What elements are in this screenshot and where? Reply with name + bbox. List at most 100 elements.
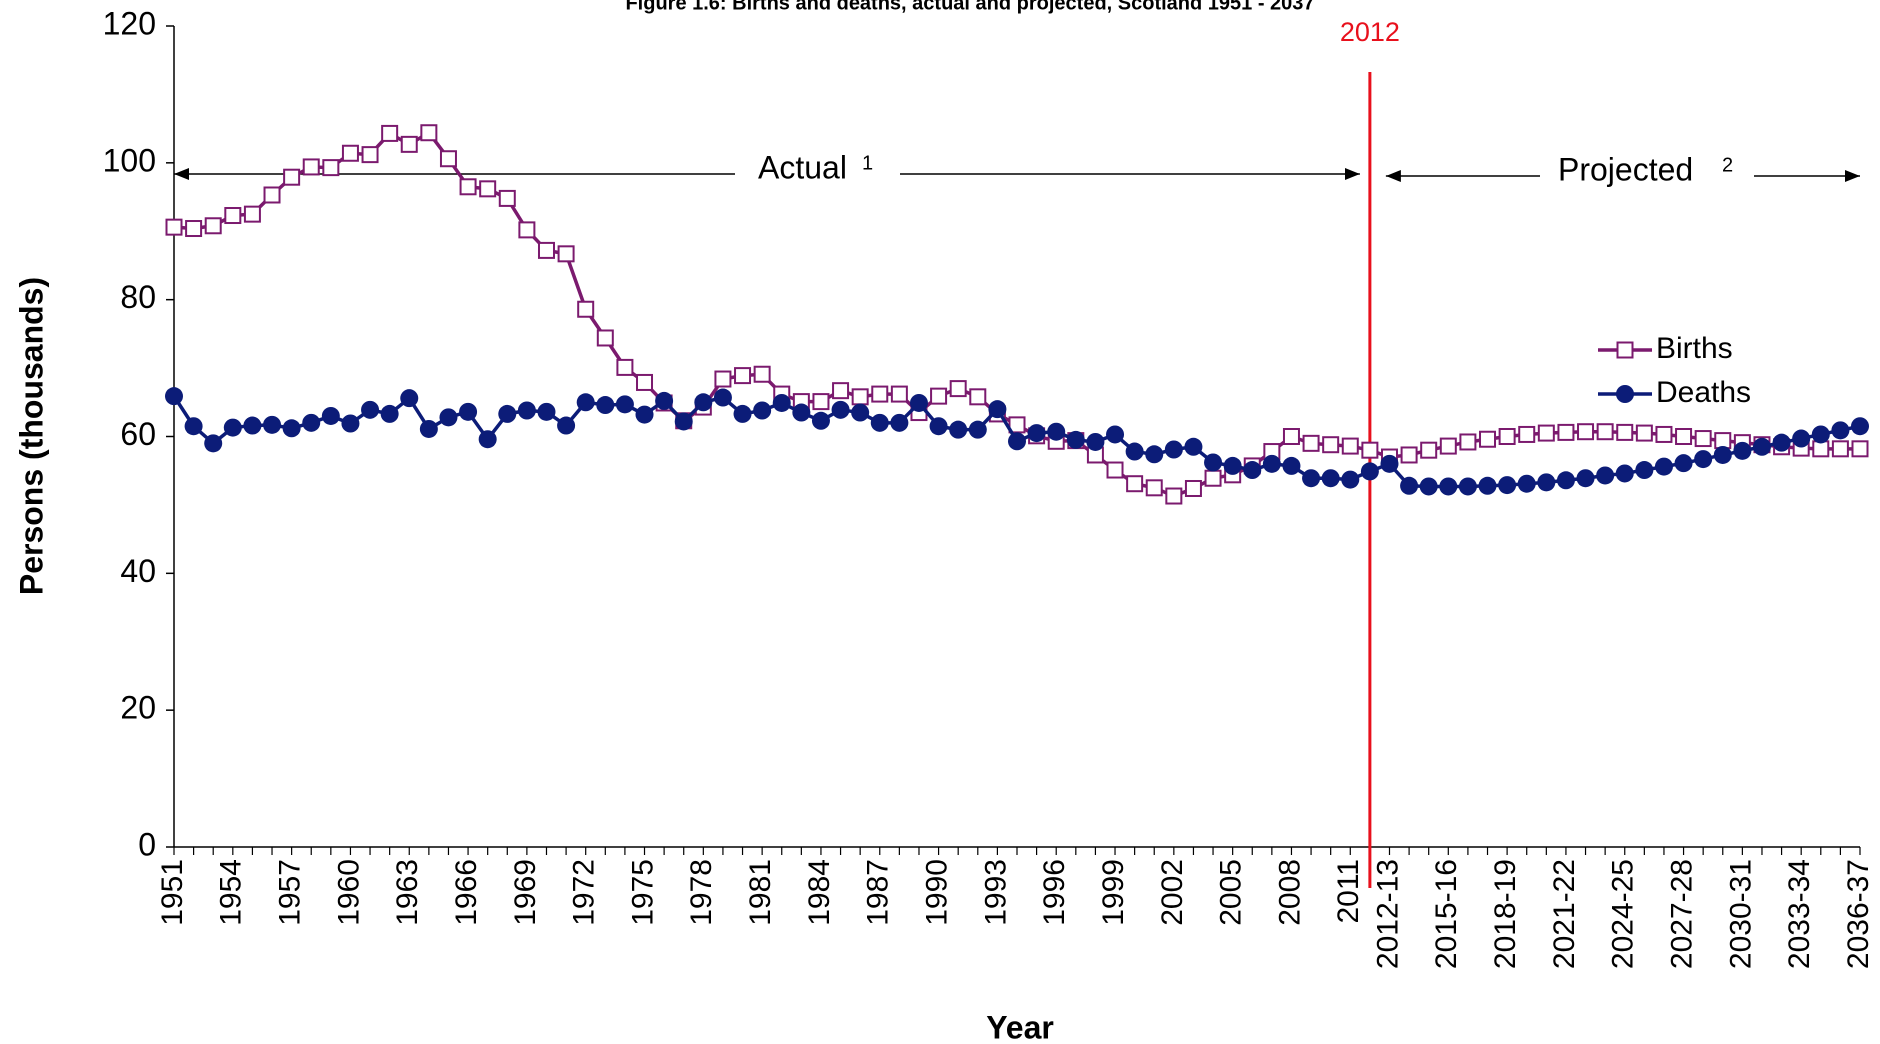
- legend-label: Deaths: [1656, 376, 1751, 409]
- x-tick-label: 2036-37: [1842, 859, 1875, 969]
- data-point: [263, 415, 282, 434]
- data-point: [733, 404, 752, 423]
- data-point: [361, 400, 380, 419]
- data-point: [674, 412, 693, 431]
- data-point: [1654, 457, 1673, 476]
- data-point: [792, 403, 811, 422]
- y-tick-label: 100: [103, 142, 156, 178]
- data-point: [1439, 477, 1458, 496]
- data-point: [224, 207, 242, 225]
- x-tick-label: 2002: [1156, 859, 1189, 926]
- actual-label: Actual: [758, 149, 847, 185]
- data-point: [321, 406, 340, 425]
- data-point: [557, 416, 576, 435]
- data-point: [909, 393, 928, 412]
- data-point: [1243, 461, 1262, 480]
- legend-marker: [1616, 341, 1634, 359]
- x-tick-label: 2021-22: [1548, 859, 1581, 969]
- data-point: [812, 393, 830, 411]
- data-point: [1812, 440, 1830, 458]
- y-tick-label: 20: [120, 690, 156, 726]
- data-point: [1302, 469, 1321, 488]
- x-tick-label: 2033-34: [1783, 859, 1816, 969]
- data-point: [322, 159, 340, 177]
- x-tick-label: 2011: [1332, 859, 1365, 924]
- x-tick-label: 2018-19: [1489, 859, 1522, 969]
- data-point: [1047, 422, 1066, 441]
- data-point: [871, 385, 889, 403]
- data-point: [890, 413, 909, 432]
- data-point: [478, 430, 497, 449]
- x-tick-label: 2012-13: [1371, 859, 1404, 969]
- data-point: [832, 382, 850, 400]
- x-tick-label: 2008: [1273, 859, 1306, 926]
- data-point: [1321, 469, 1340, 488]
- data-point: [1655, 425, 1673, 443]
- data-point: [420, 124, 438, 142]
- data-point: [734, 367, 752, 385]
- data-point: [596, 396, 615, 415]
- data-point: [479, 180, 497, 198]
- data-point: [694, 393, 713, 412]
- data-point: [361, 146, 379, 164]
- data-point: [1184, 437, 1203, 456]
- y-tick-label: 120: [103, 5, 156, 41]
- data-point: [498, 189, 516, 207]
- data-point: [949, 380, 967, 398]
- data-point: [851, 403, 870, 422]
- data-point: [1811, 425, 1830, 444]
- data-point: [1576, 469, 1595, 488]
- y-tick-label: 40: [120, 553, 156, 589]
- data-point: [1479, 430, 1497, 448]
- data-point: [1831, 440, 1849, 458]
- data-point: [1439, 437, 1457, 455]
- x-tick-label: 1987: [862, 859, 895, 926]
- data-point: [636, 373, 654, 391]
- data-point: [1635, 424, 1653, 442]
- data-point: [1361, 441, 1379, 459]
- data-point: [615, 395, 634, 414]
- x-tick-label: 1981: [744, 859, 777, 926]
- data-point: [949, 420, 968, 439]
- data-point: [243, 205, 261, 223]
- data-point: [518, 221, 536, 239]
- data-point: [204, 434, 223, 453]
- data-point: [1400, 446, 1418, 464]
- data-point: [890, 385, 908, 403]
- data-point: [930, 387, 948, 405]
- data-point: [1596, 466, 1615, 485]
- data-point: [968, 420, 987, 439]
- data-point: [517, 401, 536, 420]
- data-point: [1360, 462, 1379, 481]
- data-point: [655, 391, 674, 410]
- data-point: [1204, 453, 1223, 472]
- x-axis-label: Year: [986, 1009, 1054, 1044]
- y-tick-label: 80: [120, 279, 156, 315]
- data-point: [165, 218, 183, 236]
- data-point: [419, 419, 438, 438]
- data-point: [1341, 470, 1360, 489]
- data-point: [1517, 474, 1536, 493]
- data-point: [1008, 432, 1026, 451]
- data-point: [1675, 428, 1693, 445]
- x-tick-label: 2005: [1215, 859, 1248, 926]
- x-tick-label: 1978: [685, 859, 718, 926]
- data-point: [1341, 437, 1359, 455]
- data-point: [1282, 456, 1301, 475]
- x-tick-label: 1957: [274, 859, 307, 926]
- data-point: [1126, 475, 1144, 493]
- data-point: [1322, 436, 1340, 454]
- data-point: [302, 413, 321, 432]
- footnote: 1: [862, 152, 873, 174]
- divider-label: 2012: [1340, 17, 1400, 47]
- data-point: [1066, 430, 1085, 449]
- data-point: [576, 393, 595, 412]
- data-point: [1106, 425, 1125, 444]
- data-point: [1458, 477, 1477, 496]
- data-point: [380, 404, 399, 423]
- data-point: [713, 388, 732, 407]
- data-point: [1615, 464, 1634, 483]
- y-tick-label: 0: [138, 826, 156, 862]
- data-point: [498, 404, 517, 423]
- x-tick-label: 1975: [626, 859, 659, 926]
